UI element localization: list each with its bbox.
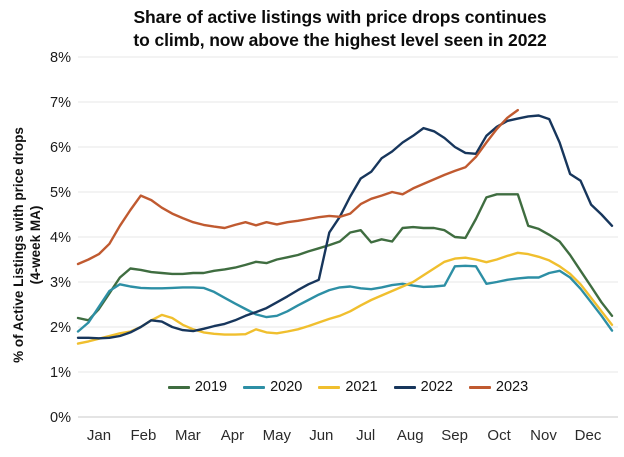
line-2019	[76, 193, 614, 322]
y-tick-label: 8%	[50, 50, 71, 66]
chart-title: Share of active listings with price drop…	[60, 6, 620, 52]
legend-item-2020: 2020	[243, 379, 302, 395]
x-tick-label: Jun	[309, 427, 333, 444]
legend-item-2019: 2019	[167, 379, 228, 395]
legend-label: 2019	[194, 379, 228, 395]
chart-title-line1: Share of active listings with price drop…	[133, 7, 547, 27]
line-2020	[76, 264, 614, 333]
line-2022	[76, 114, 614, 340]
legend-swatch-2023	[468, 385, 491, 389]
y-tick-label: 5%	[50, 185, 71, 201]
legend-swatch-2020	[243, 385, 266, 389]
y-axis-label-line1: % of Active Listings with price drops	[11, 127, 26, 363]
y-tick-label: 7%	[50, 95, 71, 111]
legend-item-2022: 2022	[393, 379, 453, 395]
legend-item-2023: 2023	[468, 379, 529, 395]
x-tick-label: Feb	[130, 427, 156, 444]
x-tick-label: Mar	[175, 427, 201, 444]
chart-title-line2: to climb, now above the highest level se…	[133, 30, 547, 50]
x-tick-label: Nov	[530, 427, 557, 444]
legend-label: 2023	[495, 379, 529, 395]
legend-item-2021: 2021	[318, 379, 378, 395]
y-tick-label: 2%	[50, 320, 71, 336]
y-tick-label: 4%	[50, 230, 71, 246]
y-tick-label: 3%	[50, 275, 71, 291]
legend-label: 2021	[345, 379, 378, 395]
legend-label: 2022	[420, 379, 453, 395]
chart-legend: 2019 2020 2021 2022 2023	[78, 379, 618, 395]
x-tick-label: May	[263, 427, 292, 444]
y-tick-label: 1%	[50, 365, 71, 381]
line-2021	[76, 251, 614, 345]
legend-swatch-2019	[167, 385, 190, 389]
x-tick-label: Jan	[87, 427, 111, 444]
x-tick-label: Sep	[441, 427, 468, 444]
line-2023	[76, 108, 519, 266]
legend-swatch-2022	[393, 385, 416, 389]
x-tick-label: Aug	[397, 427, 424, 444]
y-axis-label: % of Active Listings with price drops (4…	[10, 63, 48, 427]
legend-label: 2020	[270, 379, 303, 395]
x-tick-label: Oct	[487, 427, 511, 444]
y-tick-label: 0%	[50, 410, 71, 426]
y-tick-label: 6%	[50, 140, 71, 156]
y-axis-label-line2: (4-week MA)	[28, 205, 43, 285]
legend-swatch-2021	[318, 385, 341, 389]
x-tick-label: Dec	[575, 427, 602, 444]
x-tick-label: Jul	[356, 427, 375, 444]
x-tick-label: Apr	[221, 427, 244, 444]
